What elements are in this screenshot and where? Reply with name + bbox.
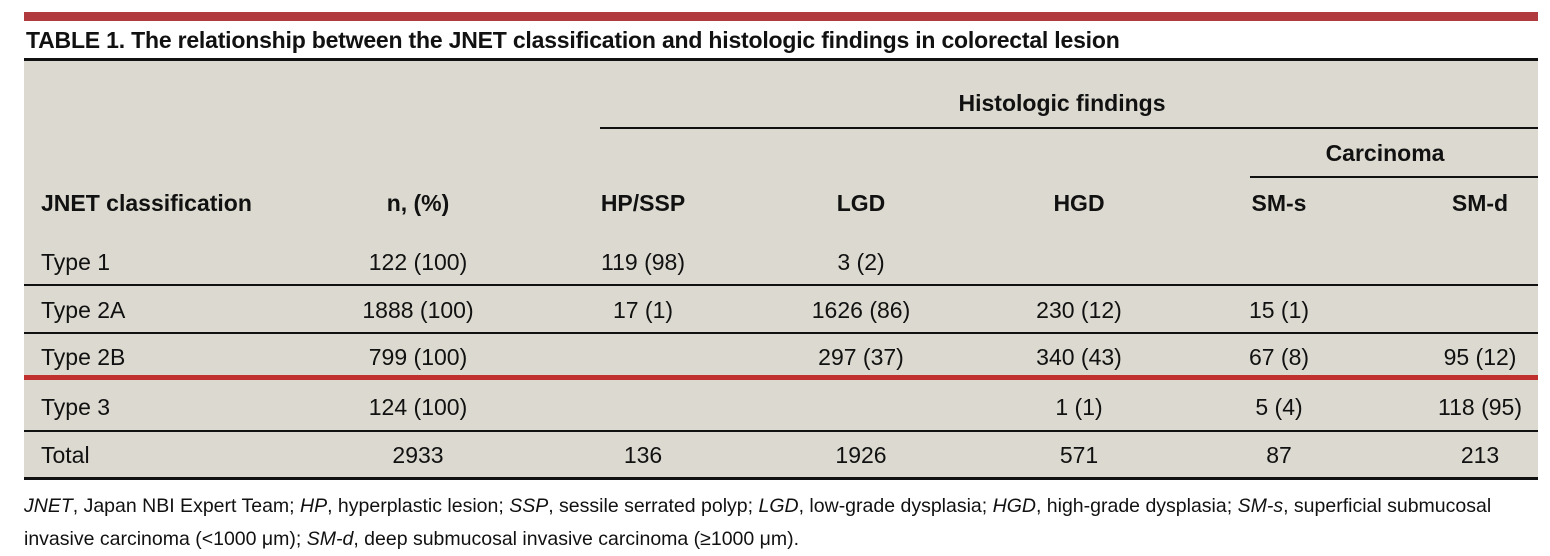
cell-type-1-hp-ssp: 119 (98): [601, 249, 685, 275]
footnote-text: , deep submucosal invasive carcinoma (≥1…: [353, 528, 800, 550]
header-carcinoma: Carcinoma: [1325, 140, 1445, 166]
table-bottom-rule: [24, 477, 1538, 480]
table-footnote: JNET, Japan NBI Expert Team; HP, hyperpl…: [24, 490, 1534, 556]
cell-type-2b-lgd: 297 (37): [818, 344, 904, 370]
col-header-hgd: HGD: [1053, 190, 1105, 216]
cell-total-hgd: 571: [1059, 442, 1099, 468]
col-header-jnet: JNET classification: [41, 190, 252, 216]
row-label-type-2b: Type 2B: [41, 344, 126, 370]
cell-type-2b-hgd: 340 (43): [1036, 344, 1122, 370]
col-header-lgd: LGD: [836, 190, 886, 216]
row-label-type-1: Type 1: [41, 249, 111, 275]
row-label-type-2a: Type 2A: [41, 297, 126, 323]
footnote-text: , low-grade dysplasia;: [798, 495, 993, 517]
cell-type-2a-hp-ssp: 17 (1): [612, 297, 674, 323]
row-label-type-3: Type 3: [41, 394, 111, 420]
cell-type-3-hgd: 1 (1): [1055, 394, 1103, 420]
cell-type-2b-n: 799 (100): [368, 344, 468, 370]
footnote-text: , hyperplastic lesion;: [327, 495, 510, 517]
cell-type-1-lgd: 3 (2): [837, 249, 885, 275]
footnote-abbr: LGD: [758, 495, 799, 517]
table-title: TABLE 1. The relationship between the JN…: [26, 27, 1120, 53]
col-header-n: n, (%): [386, 190, 450, 216]
cell-type-2b-sm-d: 95 (12): [1443, 344, 1517, 370]
cell-type-2a-sm-s: 15 (1): [1248, 297, 1310, 323]
footnote-text: , superficial submucosal invasive carcin…: [24, 495, 1492, 550]
title-rule: [24, 58, 1538, 61]
histologic-span-rule: [600, 127, 1538, 129]
row-label-total: Total: [41, 442, 90, 468]
col-header-hp-ssp: HP/SSP: [600, 190, 686, 216]
cell-type-2a-n: 1888 (100): [362, 297, 474, 323]
cell-type-1-n: 122 (100): [368, 249, 468, 275]
cell-total-sm-s: 87: [1266, 442, 1292, 468]
col-header-sm-s: SM-s: [1251, 190, 1307, 216]
cell-type-2a-lgd: 1626 (86): [811, 297, 911, 323]
header-histologic-findings: Histologic findings: [958, 90, 1166, 116]
col-header-sm-d: SM-d: [1451, 190, 1509, 216]
footnote-abbr: SM-d: [306, 528, 354, 550]
footnote-text: , sessile serrated polyp;: [548, 495, 759, 517]
footnote-text: , high-grade dysplasia;: [1035, 495, 1238, 517]
carcinoma-span-rule: [1250, 176, 1538, 178]
row-divider: [24, 430, 1538, 432]
row-divider: [24, 332, 1538, 334]
cell-type-3-n: 124 (100): [368, 394, 468, 420]
row-divider: [24, 284, 1538, 286]
cell-total-lgd: 1926: [835, 442, 887, 468]
cell-type-3-sm-d: 118 (95): [1438, 394, 1522, 420]
cell-total-sm-d: 213: [1460, 442, 1500, 468]
footnote-text: , Japan NBI Expert Team;: [72, 495, 300, 517]
footnote-abbr: SSP: [509, 495, 549, 517]
table-panel: [24, 61, 1538, 479]
footnote-abbr: JNET: [24, 495, 73, 517]
highlight-divider-red: [24, 375, 1538, 380]
cell-type-2a-hgd: 230 (12): [1036, 297, 1122, 323]
footnote-abbr: HGD: [992, 495, 1036, 517]
cell-type-3-sm-s: 5 (4): [1255, 394, 1303, 420]
footnote-abbr: SM-s: [1237, 495, 1284, 517]
cell-total-hp-ssp: 136: [623, 442, 663, 468]
footnote-abbr: HP: [300, 495, 328, 517]
cell-total-n: 2933: [392, 442, 444, 468]
top-accent-bar: [24, 12, 1538, 21]
cell-type-2b-sm-s: 67 (8): [1248, 344, 1310, 370]
